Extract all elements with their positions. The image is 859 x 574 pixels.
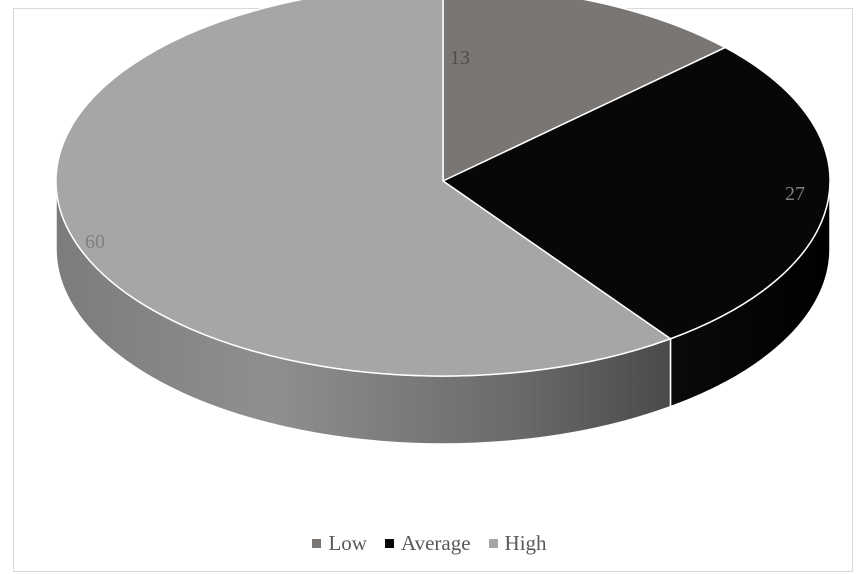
legend-item-average: Average [384,531,471,556]
legend-item-low: Low [312,531,367,556]
legend-label-average: Average [400,531,471,555]
pie-slice-high [55,0,673,377]
data-label-low: 13 [450,47,470,69]
legend-swatch-high [488,539,498,548]
data-label-high: 60 [85,231,105,253]
legend-swatch-low [312,539,322,548]
legend-swatch-average [384,539,394,548]
legend-label-high: High [504,531,547,555]
pie-slice-average [441,46,831,340]
chart-legend: Low Average High [0,531,859,556]
pie-slice-low [442,0,727,183]
legend-label-low: Low [328,531,367,555]
data-label-average: 27 [785,183,805,205]
legend-item-high: High [488,531,547,556]
